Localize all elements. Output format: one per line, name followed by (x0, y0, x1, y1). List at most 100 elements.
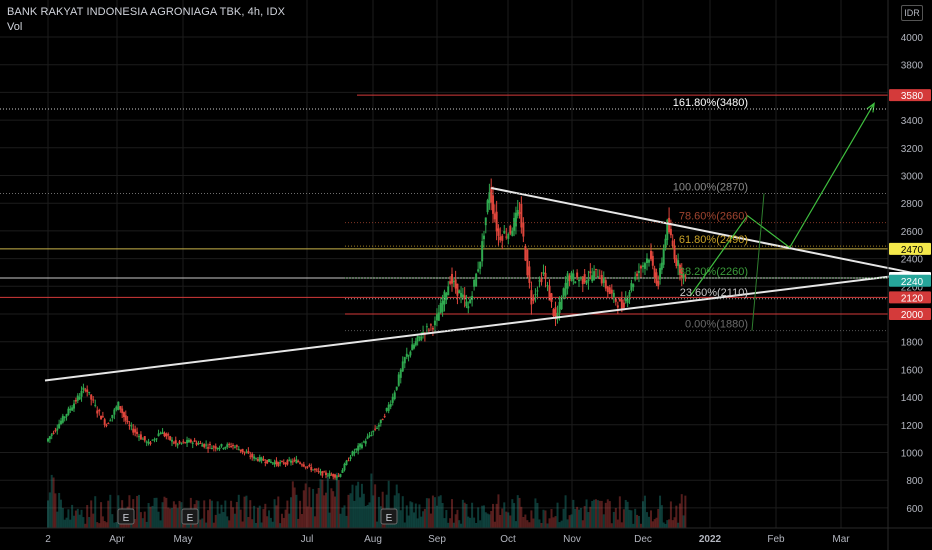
price-axis[interactable]: 600 800 1000 1200 1400 1600 1800 2000 2200 2400 26… (887, 0, 931, 550)
volume-bar (516, 495, 519, 528)
candle-body (208, 444, 211, 446)
symbol-title: BANK RAKYAT INDONESIA AGRONIAGA TBK, 4h,… (7, 6, 286, 18)
volume-bar (558, 522, 561, 528)
volume-bar (463, 502, 466, 528)
candle-body (416, 336, 419, 342)
volume-bar (397, 493, 400, 528)
candle-body (650, 250, 652, 260)
volume-bar (548, 518, 551, 528)
volume-bar (422, 511, 425, 528)
volume-bar (277, 496, 280, 528)
candle-body (454, 279, 457, 289)
volume-bar (230, 500, 233, 528)
price-tick-label: 3000 (901, 172, 924, 183)
price-tick-label: 800 (906, 476, 923, 487)
earnings-marker-label: E (187, 513, 194, 524)
candle-body (271, 462, 274, 464)
candle-body (383, 416, 386, 418)
volume-bar (98, 523, 101, 528)
candle-body (364, 441, 367, 444)
candle-body (552, 309, 555, 317)
volume-bar (237, 494, 240, 528)
candle-body (228, 443, 231, 445)
volume-bar (636, 514, 639, 528)
volume-bar (589, 506, 592, 528)
candle-body (78, 396, 81, 400)
candle-body (449, 281, 452, 284)
volume-bar (353, 500, 356, 528)
candle-body (411, 344, 414, 351)
volume-bar (604, 502, 607, 528)
volume-bar (493, 521, 496, 528)
candle-body (304, 466, 307, 468)
candle-body (671, 240, 674, 247)
volume-bar (634, 508, 637, 528)
candle-body (591, 275, 594, 282)
volume-bar (591, 500, 594, 528)
candle-body (579, 277, 582, 279)
candle-body (253, 456, 256, 459)
candle-body (495, 211, 498, 232)
volume-bar (495, 503, 498, 528)
candle-body (207, 447, 210, 449)
candle-body (608, 287, 611, 294)
candle-body (528, 266, 531, 283)
volume-bar (319, 479, 322, 528)
volume-bar (245, 495, 248, 528)
volume-bar (564, 495, 567, 528)
candle-body (418, 336, 421, 338)
volume-bar (650, 510, 652, 528)
volume-bar (538, 519, 541, 528)
candle-body (284, 463, 287, 465)
currency-badge[interactable]: IDR (901, 5, 923, 21)
volume-bar (429, 513, 432, 528)
time-axis[interactable]: 2 Apr May Jul Aug Sep Oct Nov Dec 2022 Feb Mar (0, 527, 932, 545)
volume-bar (447, 522, 450, 528)
volume-bar (660, 505, 663, 528)
candle-body (176, 443, 179, 446)
candle-body (275, 460, 278, 465)
candle-body (370, 435, 373, 437)
volume-bar (536, 502, 539, 528)
volume-bar (677, 522, 680, 528)
candle-body (230, 446, 233, 448)
candle-body (429, 324, 432, 326)
candle-body (139, 434, 142, 440)
time-tick-label: Oct (500, 534, 516, 545)
candle-body (115, 406, 118, 410)
volume-indicator-label[interactable]: Vol (7, 21, 23, 33)
candle-body (530, 290, 533, 305)
volume-bar (115, 522, 118, 528)
candle-body (659, 267, 662, 280)
volume-bar (109, 494, 112, 528)
candle-body (224, 446, 227, 449)
candle-body (74, 399, 77, 402)
price-level-tag-label: 3580 (901, 91, 924, 102)
candle-body (111, 414, 114, 419)
volume-bar (82, 517, 85, 528)
candle-body (560, 297, 563, 310)
candle-body (337, 475, 340, 477)
volume-bar (269, 517, 272, 528)
volume-bar (469, 517, 472, 528)
candle-body (149, 442, 152, 444)
price-tick-label: 3200 (901, 144, 924, 155)
volume-bar (643, 495, 646, 528)
volume-bar (458, 520, 461, 528)
candle-body (349, 456, 352, 460)
volume-bar (520, 506, 523, 528)
candle-body (247, 451, 250, 454)
volume-bar (454, 514, 457, 528)
volume-bar (624, 499, 627, 528)
candle-body (84, 389, 87, 391)
candle-body (520, 203, 523, 228)
candle-body (199, 442, 202, 444)
price-level-tag-label: 2470 (901, 245, 924, 256)
candle-body (594, 268, 597, 270)
volume-bar (475, 522, 478, 528)
volume-bar (94, 496, 97, 528)
volume-bar (598, 500, 601, 528)
candle-body (562, 288, 565, 297)
